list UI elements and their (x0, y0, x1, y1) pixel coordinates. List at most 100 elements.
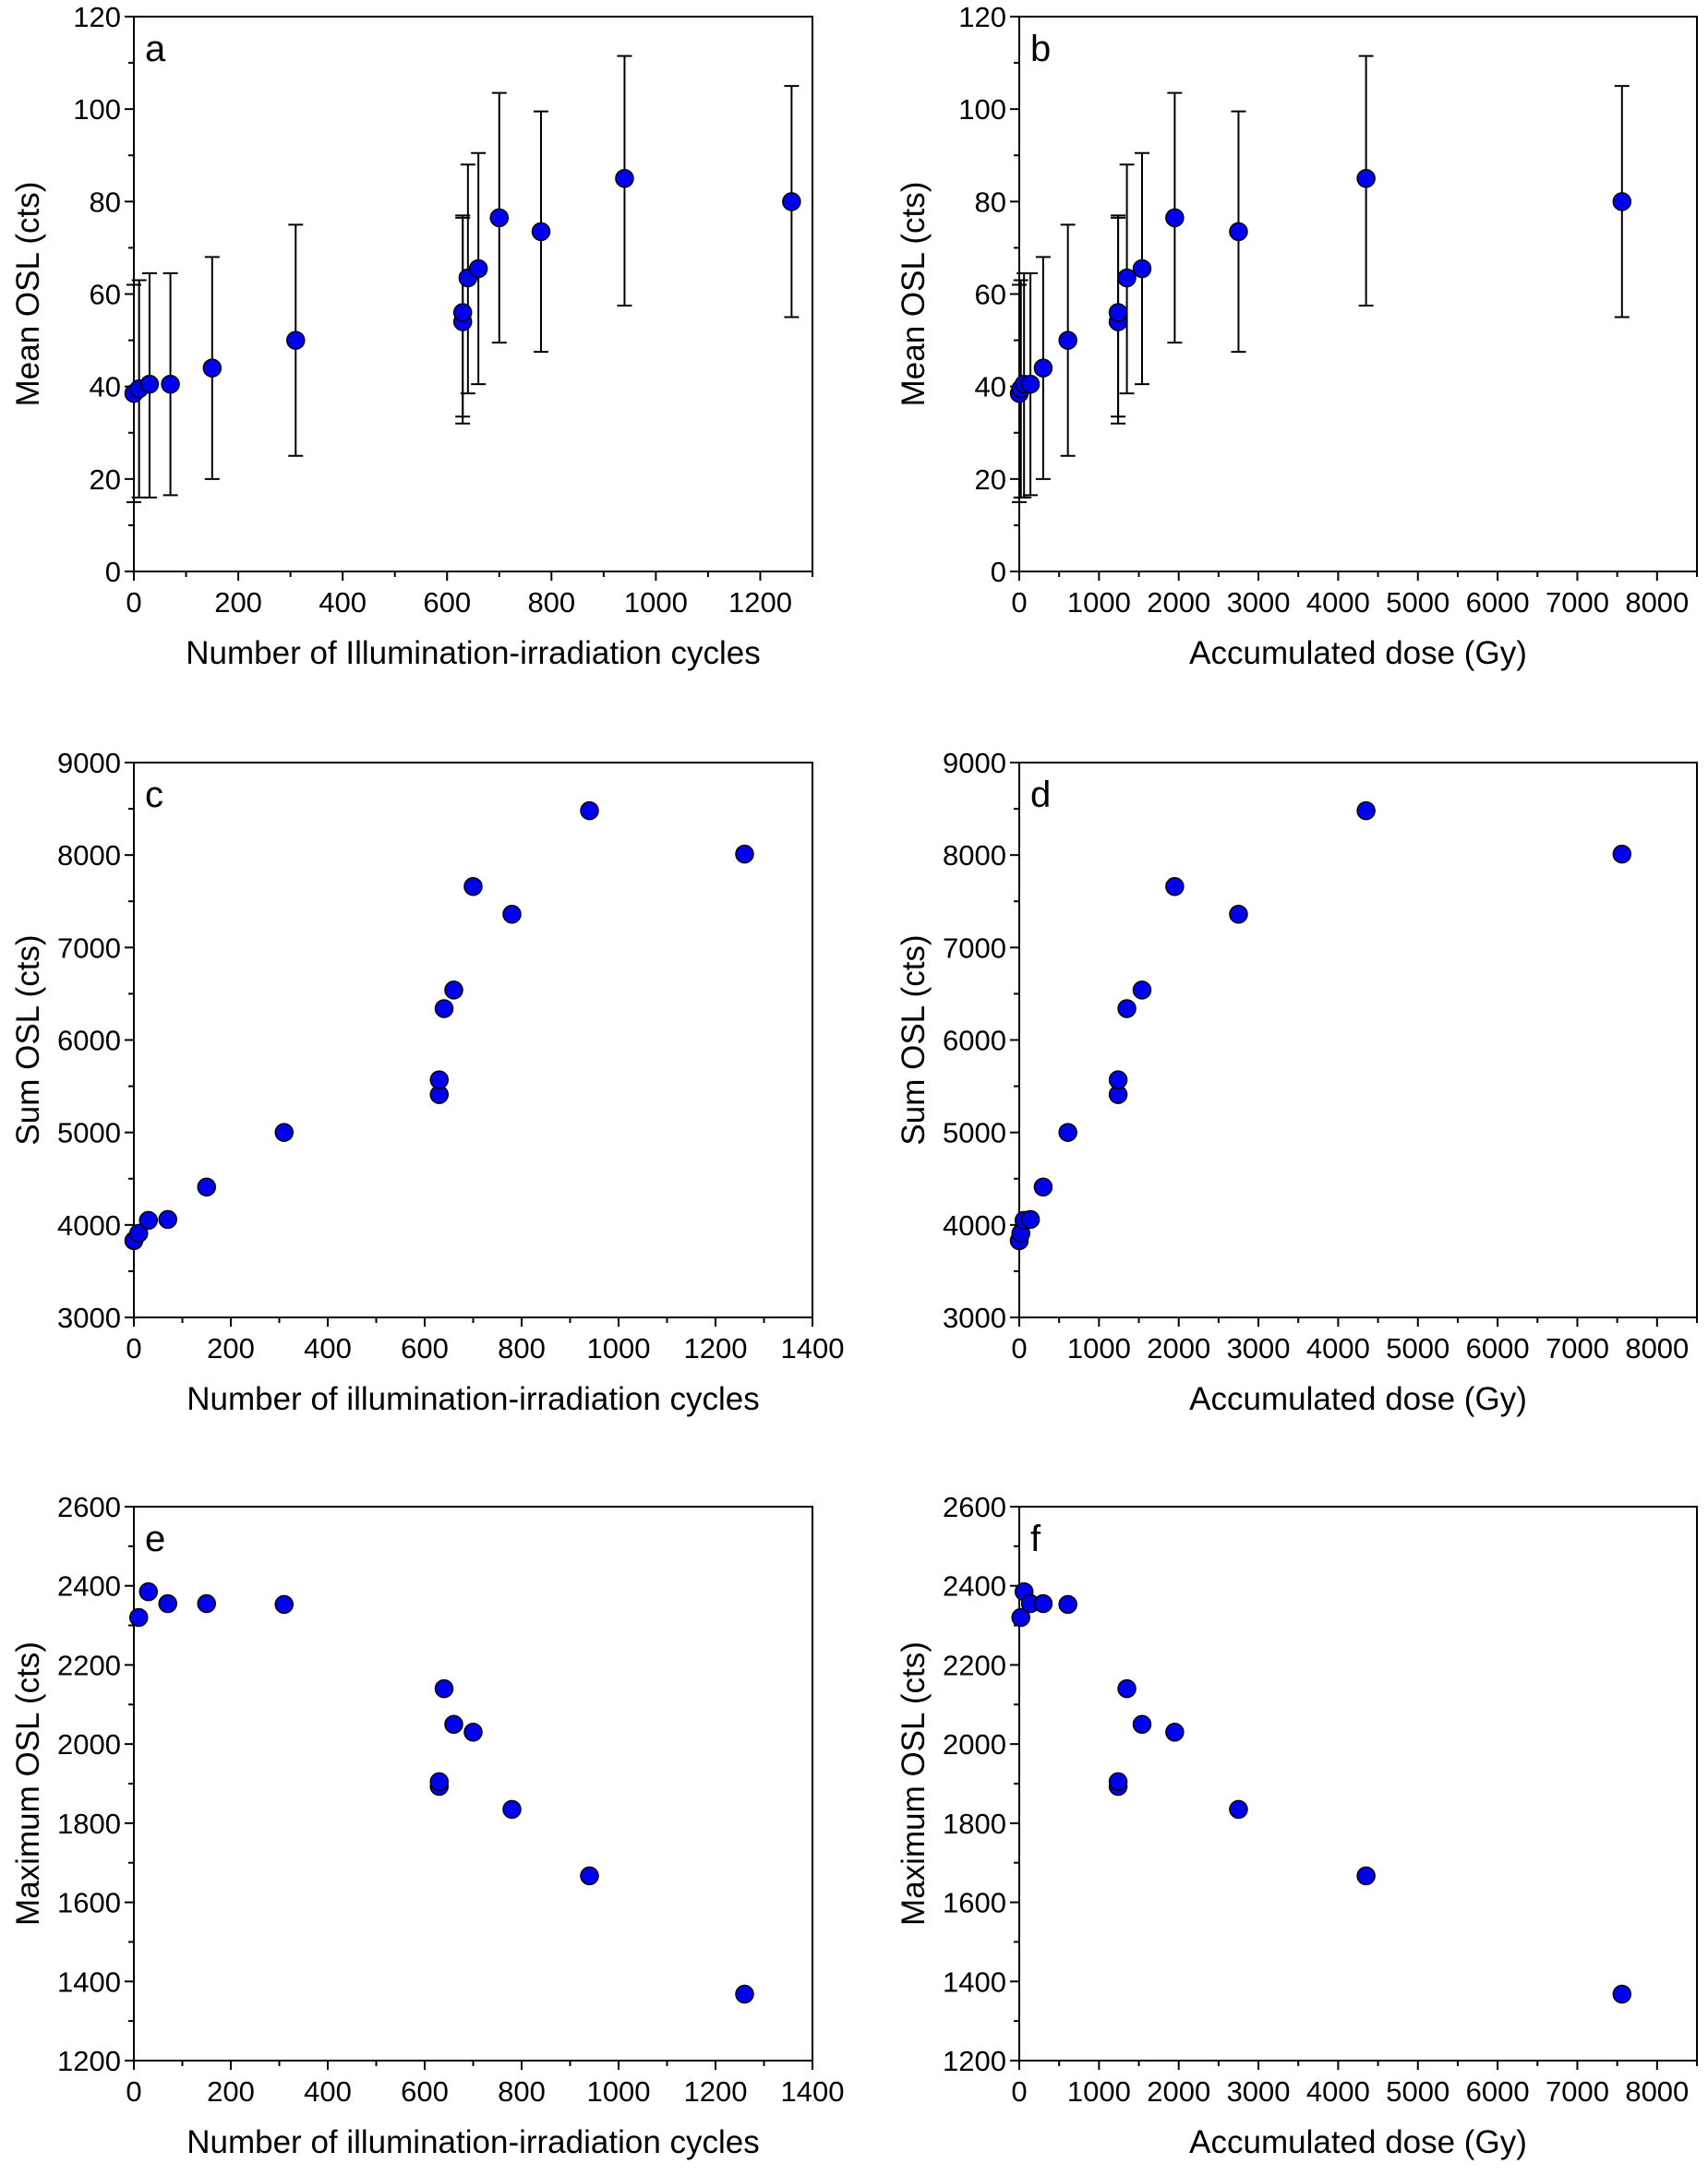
y-tick-label: 2000 (57, 1728, 121, 1761)
x-tick-label: 800 (498, 2075, 546, 2108)
x-tick-label: 8000 (1625, 1332, 1689, 1365)
panel-letter: c (145, 775, 163, 815)
x-tick-label: 0 (126, 586, 141, 619)
data-point (1132, 980, 1152, 1000)
data-point (1229, 222, 1248, 242)
y-tick-label: 8000 (943, 839, 1006, 872)
x-tick-label: 3000 (1227, 586, 1291, 619)
y-tick-label: 4000 (943, 1209, 1006, 1242)
data-point (202, 358, 223, 378)
data-point (1117, 999, 1137, 1018)
data-point (1612, 1984, 1632, 2004)
data-point (1356, 800, 1376, 821)
data-point (1108, 1772, 1128, 1792)
data-point (1108, 303, 1128, 322)
panel-letter: d (1030, 775, 1051, 815)
data-point (1165, 208, 1185, 228)
y-tick-label: 2200 (943, 1649, 1006, 1681)
data-point (161, 374, 180, 394)
data-point (1229, 905, 1248, 924)
x-tick-label: 600 (423, 586, 471, 619)
y-axis-title: Sum OSL (cts) (10, 934, 46, 1145)
data-point (1020, 1209, 1040, 1230)
data-point (463, 876, 483, 896)
y-tick-label: 100 (73, 93, 121, 126)
data-point (197, 1177, 216, 1197)
data-point (1356, 1866, 1376, 1886)
y-tick-label: 9000 (943, 747, 1006, 779)
data-point (1033, 1177, 1053, 1197)
x-tick-label: 7000 (1546, 2075, 1609, 2108)
x-tick-label: 800 (498, 1332, 546, 1365)
y-axis-title: Sum OSL (cts) (896, 934, 932, 1145)
panel-letter: b (1030, 29, 1051, 69)
y-tick-label: 9000 (57, 747, 121, 779)
y-tick-label: 4000 (57, 1209, 121, 1242)
data-point (139, 374, 160, 394)
data-point (1356, 169, 1376, 188)
data-point (434, 999, 454, 1018)
data-point (580, 800, 599, 821)
x-tick-label: 4000 (1306, 586, 1370, 619)
y-tick-label: 0 (991, 556, 1006, 588)
x-tick-label: 6000 (1466, 1332, 1530, 1365)
data-point (158, 1209, 177, 1230)
x-axis-title: Number of Illumination-irradiation cycle… (186, 635, 760, 671)
data-point (444, 1714, 463, 1734)
y-tick-label: 60 (975, 279, 1006, 311)
y-tick-label: 0 (105, 556, 121, 588)
y-tick-label: 2400 (57, 1570, 121, 1603)
data-point (580, 1866, 599, 1886)
y-tick-label: 40 (90, 371, 121, 403)
data-point (1033, 358, 1053, 378)
y-tick-label: 1600 (57, 1887, 121, 1919)
data-point (502, 1799, 522, 1820)
x-tick-label: 6000 (1466, 2075, 1530, 2108)
data-point (735, 1984, 754, 2004)
data-point (1058, 1594, 1077, 1615)
data-point (1229, 1799, 1248, 1820)
x-tick-label: 0 (126, 2075, 141, 2108)
data-point (274, 1594, 294, 1615)
x-tick-label: 5000 (1386, 2075, 1449, 2108)
y-tick-label: 80 (975, 186, 1006, 218)
x-tick-label: 1000 (1067, 1332, 1131, 1365)
x-tick-label: 1000 (1067, 586, 1131, 619)
x-tick-label: 1400 (781, 2075, 845, 2108)
y-tick-label: 80 (90, 186, 121, 218)
data-point (1058, 331, 1077, 350)
y-axis-title: Maximum OSL (cts) (896, 1641, 932, 1926)
x-tick-label: 0 (126, 1332, 141, 1365)
y-tick-label: 1800 (57, 1808, 121, 1840)
data-point (1058, 1123, 1077, 1142)
y-tick-label: 1800 (943, 1808, 1006, 1840)
data-point (1165, 876, 1185, 896)
y-tick-label: 120 (958, 1, 1006, 33)
x-tick-label: 0 (1011, 2075, 1027, 2108)
x-axis-title: Number of illumination-irradiation cycle… (186, 1381, 760, 1417)
y-tick-label: 20 (90, 463, 121, 496)
data-point (782, 192, 801, 211)
x-axis-title: Accumulated dose (Gy) (1189, 2124, 1527, 2160)
x-tick-label: 1200 (728, 586, 792, 619)
x-tick-label: 4000 (1306, 1332, 1370, 1365)
x-tick-label: 600 (401, 2075, 449, 2108)
data-point (429, 1772, 449, 1792)
x-tick-label: 7000 (1546, 586, 1609, 619)
y-tick-label: 1200 (943, 2045, 1006, 2077)
y-tick-label: 2400 (943, 1570, 1006, 1603)
data-point (138, 1210, 158, 1231)
x-tick-label: 600 (401, 1332, 449, 1365)
y-tick-label: 2000 (943, 1728, 1006, 1761)
panel-f: 0 1000 2000 3000 4000 5000 6000 7000 8000 1200 140… (896, 1491, 1698, 2160)
panel-letter: e (145, 1519, 165, 1559)
x-axis-title: Accumulated dose (Gy) (1189, 1381, 1527, 1417)
data-point (463, 1723, 483, 1742)
plot-frame (1018, 762, 1698, 1318)
y-tick-label: 2600 (57, 1491, 121, 1523)
x-tick-label: 3000 (1227, 1332, 1291, 1365)
x-tick-label: 400 (304, 1332, 352, 1365)
data-point (489, 208, 510, 228)
data-point (502, 905, 522, 924)
y-tick-label: 5000 (57, 1117, 121, 1149)
